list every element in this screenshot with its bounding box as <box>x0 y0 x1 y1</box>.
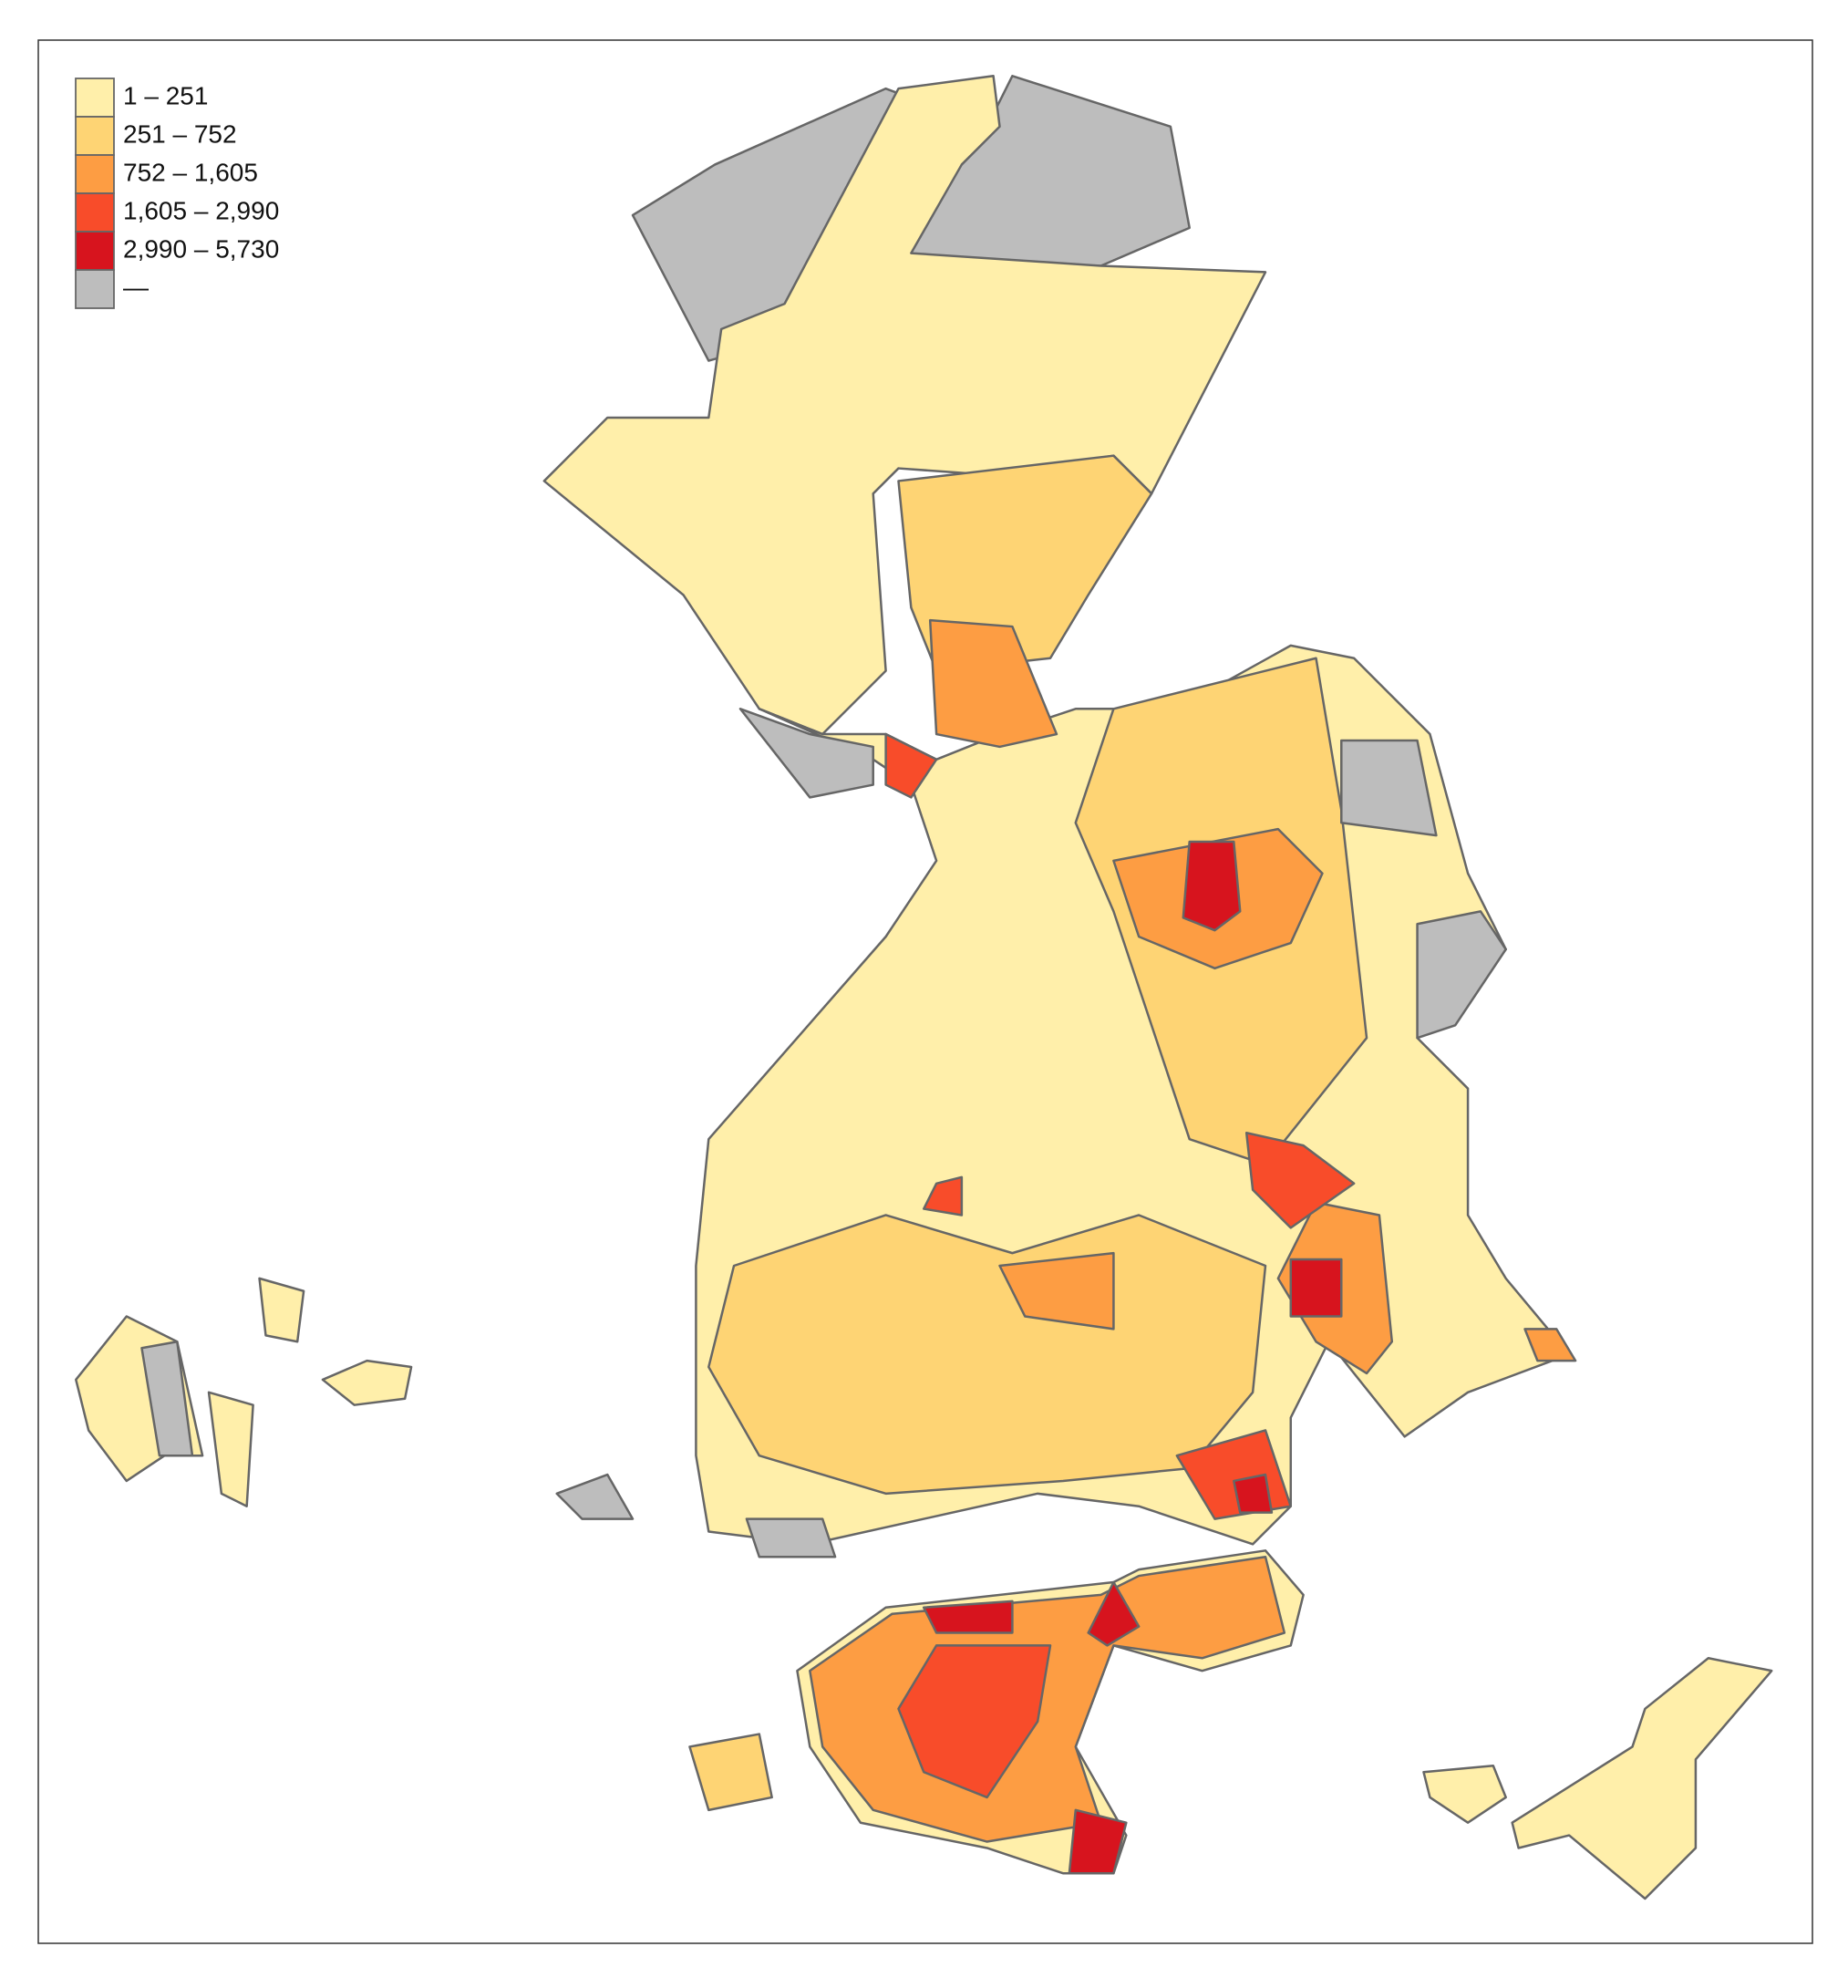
region <box>707 1214 1267 1496</box>
region <box>922 1175 964 1217</box>
legend-label: 1,605 – 2,990 <box>123 196 279 224</box>
map <box>75 75 1773 1900</box>
region <box>542 75 1267 736</box>
legend: 1 – 251 251 – 752 752 – 1,605 1,605 – 2,990… <box>75 78 279 309</box>
region <box>1182 840 1242 932</box>
legend-label: 1 – 251 <box>123 81 208 109</box>
region <box>1068 1808 1128 1875</box>
region <box>1422 1765 1507 1824</box>
region <box>922 1600 1014 1634</box>
legend-label: 752 – 1,605 <box>123 158 258 186</box>
legend-swatch <box>75 269 115 309</box>
legend-swatch <box>75 78 115 118</box>
legend-label: 251 – 752 <box>123 119 237 148</box>
region <box>884 732 938 799</box>
region <box>897 1644 1052 1799</box>
region <box>928 618 1058 749</box>
region <box>1511 1657 1773 1900</box>
region <box>1244 1132 1356 1229</box>
region <box>738 708 874 799</box>
region <box>1416 910 1507 1040</box>
region <box>745 1517 837 1558</box>
region <box>555 1473 635 1520</box>
region <box>998 1251 1115 1331</box>
legend-swatch <box>75 192 115 233</box>
region <box>1340 739 1438 837</box>
region <box>321 1359 413 1406</box>
region <box>1087 1580 1141 1647</box>
region <box>897 454 1153 672</box>
legend-label: 2,990 – 5,730 <box>123 234 279 263</box>
legend-swatch <box>75 231 115 271</box>
region <box>140 1341 194 1457</box>
region <box>688 1733 773 1812</box>
legend-label: — <box>123 273 149 301</box>
region <box>258 1277 305 1343</box>
region <box>207 1391 254 1507</box>
region <box>1523 1328 1577 1362</box>
legend-swatch <box>75 154 115 194</box>
region <box>1289 1258 1343 1318</box>
legend-swatch <box>75 116 115 156</box>
region <box>1233 1473 1274 1514</box>
